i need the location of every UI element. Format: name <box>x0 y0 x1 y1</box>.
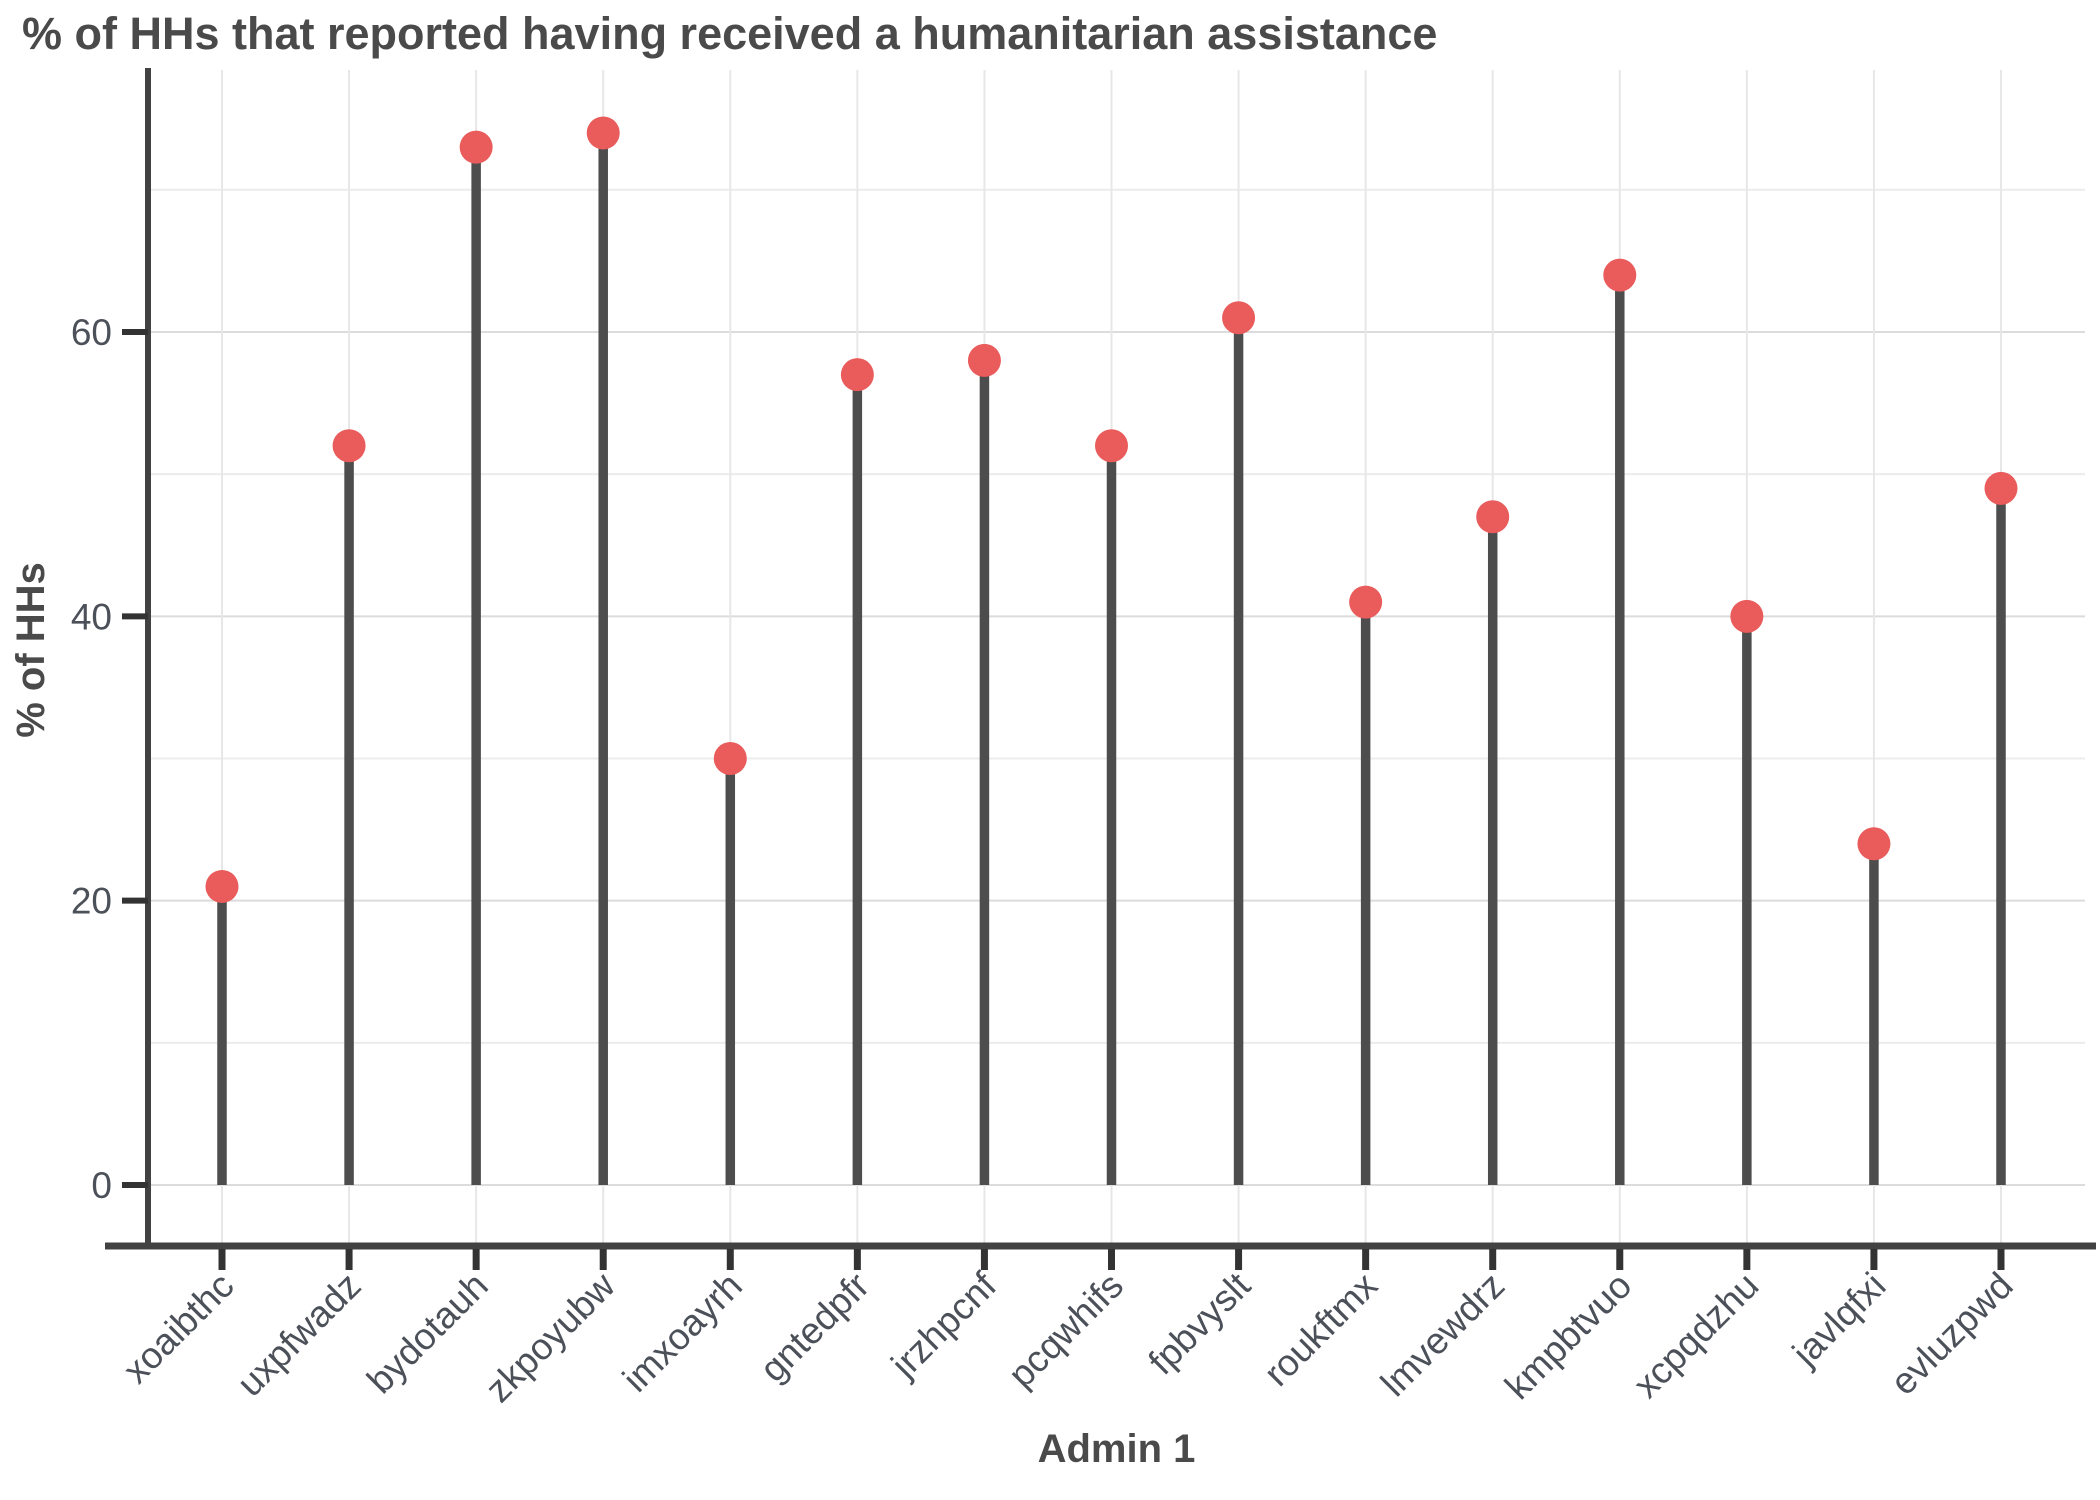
lollipop-dot <box>586 116 620 150</box>
lollipop-dot <box>1857 827 1891 861</box>
x-tick-label: bydotauh <box>359 1265 496 1402</box>
x-tick-label: gntedpfr <box>752 1265 877 1390</box>
chart-title: % of HHs that reported having received a… <box>22 8 1438 59</box>
lollipop-dot <box>205 869 239 903</box>
x-tick-label: lmvewdrz <box>1373 1265 1512 1404</box>
y-axis-title: % of HHs <box>9 562 53 738</box>
lollipop-dot <box>1730 599 1764 633</box>
x-tick-label: zkpoyubw <box>478 1264 624 1410</box>
y-tick-label: 20 <box>71 881 112 922</box>
lollipop-dot <box>1222 301 1256 335</box>
y-tick-label: 0 <box>91 1165 112 1206</box>
lollipop-dot <box>1349 585 1383 619</box>
x-tick-label: pcqwhifs <box>1000 1265 1131 1396</box>
x-axis-title: Admin 1 <box>1038 1427 1196 1471</box>
x-tick-label: uxpfwadz <box>229 1265 369 1405</box>
lollipop-dot <box>1476 500 1510 534</box>
lollipop-dot <box>840 358 874 392</box>
lollipop-dot <box>1095 429 1128 463</box>
x-tick-label: xcpqdzhu <box>1626 1265 1767 1406</box>
x-tick-label: javlqfxi <box>1784 1265 1894 1375</box>
x-tick-label: jrzhpcnf <box>883 1264 1005 1386</box>
x-tick-label: evluzpwd <box>1883 1265 2021 1403</box>
x-tick-label: xoaibthc <box>115 1265 241 1391</box>
lollipop-dot <box>459 130 493 164</box>
y-tick-label: 40 <box>71 596 112 637</box>
lollipop-dot <box>1603 258 1637 292</box>
x-tick-label: roukftmx <box>1256 1264 1386 1394</box>
x-tick-label: fpbvyslt <box>1141 1264 1259 1382</box>
lollipop-dot <box>713 741 747 775</box>
y-tick-label: 60 <box>71 312 112 353</box>
x-tick-label: imxoayrh <box>615 1265 750 1400</box>
lollipop-dot <box>332 429 366 463</box>
x-tick-label: kmpbtvuo <box>1497 1265 1639 1407</box>
lollipop-dot <box>1984 471 2018 505</box>
lollipop-dot <box>967 343 1001 377</box>
